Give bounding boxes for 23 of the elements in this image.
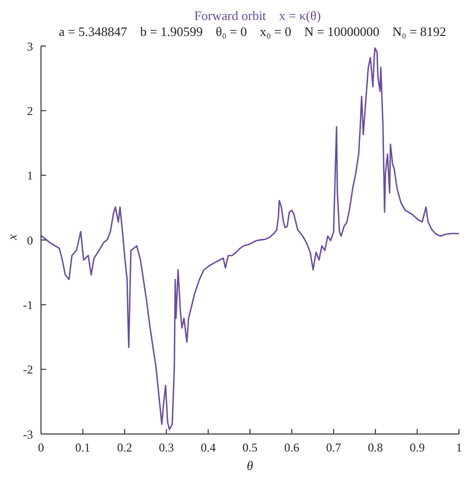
- y-tick-label: 0: [27, 233, 33, 248]
- y-tick-label: -1: [23, 298, 33, 312]
- x-tick-label: 0.7: [326, 440, 342, 455]
- x-tick-label: 0.9: [410, 440, 425, 455]
- x-tick-label: 0.1: [75, 440, 90, 455]
- y-tick-label: -2: [23, 362, 33, 377]
- chart-subtitle: a = 5.348847 b = 1.90599 θ₀ = 0 x₀ = 0 N = 10000000 N₀ = 8192: [58, 24, 448, 40]
- y-tick-label: 3: [27, 39, 33, 54]
- x-tick-label: 0.2: [117, 440, 132, 455]
- x-tick-label: 0.5: [242, 440, 258, 455]
- y-tick-label: -3: [23, 427, 33, 442]
- x-tick-label: 0.4: [200, 440, 216, 455]
- x-tick-label: 0.3: [158, 440, 174, 455]
- line-series: [41, 47, 459, 430]
- x-tick-label: 0: [38, 440, 44, 455]
- x-tick-label: 1: [456, 440, 462, 455]
- x-tick-label: 0.6: [284, 440, 300, 455]
- x-axis-title: θ: [246, 458, 254, 473]
- y-tick-label: 1: [27, 168, 33, 183]
- chart-title: Forward orbit x = κ(θ): [193, 8, 322, 24]
- y-axis-title: x: [4, 234, 20, 241]
- y-tick-label: 2: [27, 104, 33, 118]
- x-tick-label: 0.8: [368, 440, 383, 455]
